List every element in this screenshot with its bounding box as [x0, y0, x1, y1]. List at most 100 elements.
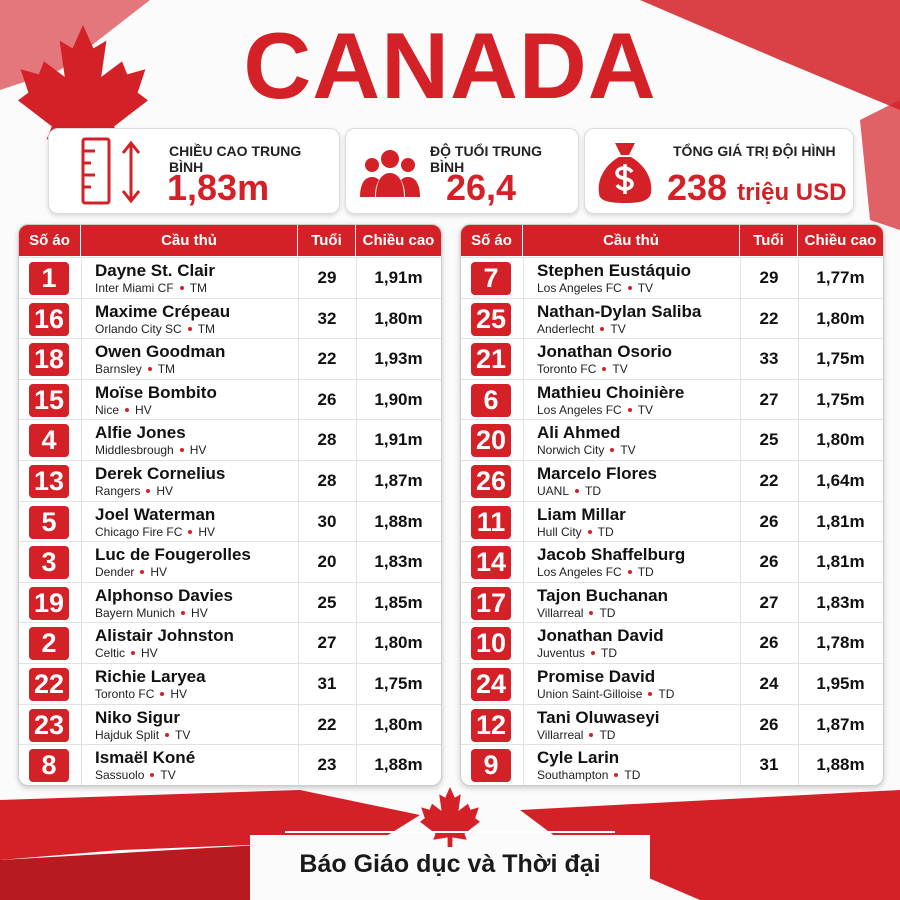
column-divider — [798, 379, 799, 420]
player-club-line: Bayern Munich HV — [95, 606, 208, 620]
jersey-number: 8 — [29, 749, 69, 783]
separator-dot — [160, 692, 165, 696]
jersey-number: 14 — [471, 546, 511, 580]
player-club: Sassuolo — [95, 768, 145, 783]
column-divider — [81, 461, 82, 501]
column-divider — [798, 542, 799, 583]
player-name: Liam Millar — [537, 504, 626, 524]
player-row: 21 Jonathan Osorio Toronto FC TV 33 1,75m — [461, 338, 883, 380]
player-name: Ismaël Koné — [95, 748, 196, 768]
player-name: Moïse Bombito — [95, 382, 217, 402]
column-divider — [81, 379, 82, 420]
player-club: Los Angeles FC — [537, 565, 622, 580]
stat-card: CHIỀU CAO TRUNG BÌNH 1,83m — [48, 128, 340, 214]
player-club: Celtic — [95, 646, 126, 661]
column-divider — [81, 501, 82, 542]
brush-stroke — [640, 0, 900, 110]
separator-dot — [150, 773, 155, 778]
column-divider — [81, 420, 82, 461]
player-age: 31 — [759, 755, 779, 775]
jersey-number: 12 — [471, 708, 511, 742]
player-position: TV — [610, 321, 626, 336]
column-divider — [81, 582, 82, 623]
separator-dot — [589, 610, 594, 615]
jersey-number: 13 — [29, 465, 69, 498]
stat-value: 238 triệu USD — [667, 167, 846, 209]
player-row: 14 Jacob Shaffelburg Los Angeles FC TD 26 1,8… — [461, 541, 883, 583]
player-age: 29 — [759, 268, 779, 287]
player-row: 16 Maxime Crépeau Orlando City SC TM 32 1,80m — [19, 297, 441, 339]
player-height: 1,95m — [816, 674, 865, 693]
player-height: 1,75m — [816, 349, 865, 369]
height-icon — [81, 137, 141, 205]
player-height: 1,88m — [816, 755, 865, 775]
player-row: 25 Nathan-Dylan Saliba Anderlecht TV 22 1,80m — [461, 297, 883, 339]
column-divider — [523, 582, 524, 623]
player-height: 1,78m — [816, 633, 865, 653]
separator-dot — [140, 570, 145, 575]
player-club: Anderlecht — [537, 321, 595, 336]
player-position: TD — [637, 565, 654, 580]
column-divider — [798, 704, 799, 745]
column-divider — [298, 745, 299, 785]
separator-dot — [648, 692, 653, 696]
player-name: Tani Oluwaseyi — [537, 707, 660, 727]
player-name: Alistair Johnston — [95, 626, 234, 646]
stat-label: CHIỀU CAO TRUNG BÌNH — [169, 143, 302, 175]
column-divider — [798, 420, 799, 461]
player-height: 1,83m — [816, 592, 865, 612]
player-club-line: Villarreal TD — [537, 606, 615, 620]
player-club: Chicago Fire FC — [95, 524, 183, 539]
player-club-line: Union Saint-Gilloise TD — [537, 687, 674, 701]
player-name: Jonathan Osorio — [537, 342, 673, 362]
column-header: Cầu thủ — [81, 225, 297, 256]
jersey-number: 25 — [471, 302, 511, 336]
player-age: 28 — [317, 471, 337, 490]
column-divider — [523, 501, 524, 542]
player-club: Southampton — [537, 768, 609, 783]
column-divider — [740, 664, 741, 704]
separator-dot — [589, 732, 594, 737]
player-position: TD — [597, 524, 614, 539]
player-height: 1,64m — [816, 471, 865, 490]
column-divider — [740, 542, 741, 583]
stat-value: 1,83m — [167, 167, 270, 208]
column-header: Số áo — [461, 225, 522, 256]
player-club-line: UANL TD — [537, 484, 601, 498]
player-height: 1,88m — [374, 755, 423, 775]
player-club-line: Orlando City SC TM — [95, 322, 215, 336]
separator-dot — [187, 326, 192, 331]
player-age: 30 — [317, 511, 337, 531]
player-club: Middlesbrough — [95, 443, 174, 458]
column-divider — [523, 379, 524, 420]
stat-card: ĐỘ TUỔI TRUNG BÌNH 26,4 — [345, 128, 579, 214]
separator-dot — [575, 489, 580, 493]
stat-label: TỔNG GIÁ TRỊ ĐỘI HÌNH — [673, 143, 836, 159]
player-position: TV — [637, 402, 654, 417]
player-age: 33 — [759, 349, 779, 369]
player-club-line: Hull City TD — [537, 525, 614, 539]
player-club-line: Toronto FC TV — [537, 362, 628, 376]
column-divider — [523, 420, 524, 461]
player-club-line: Nice HV — [95, 403, 152, 417]
player-height: 1,80m — [816, 430, 865, 450]
player-height: 1,75m — [816, 389, 865, 409]
player-name: Derek Cornelius — [95, 464, 226, 483]
player-position: TV — [620, 443, 636, 458]
player-name: Alfie Jones — [95, 423, 186, 443]
player-row: 7 Stephen Eustáquio Los Angeles FC TV 29 1,77… — [461, 257, 883, 298]
column-divider — [523, 664, 524, 704]
player-club: Los Angeles FC — [537, 281, 622, 295]
player-club: Nice — [95, 402, 120, 417]
player-height: 1,87m — [816, 714, 865, 734]
player-position: TV — [160, 768, 176, 783]
column-divider — [798, 258, 799, 298]
player-club-line: Toronto FC HV — [95, 687, 187, 701]
player-club: Orlando City SC — [95, 321, 182, 336]
stat-label: ĐỘ TUỔI TRUNG BÌNH — [430, 143, 542, 175]
column-divider — [523, 745, 524, 785]
player-height: 1,80m — [374, 308, 423, 328]
player-club-line: Southampton TD — [537, 768, 640, 782]
column-divider — [298, 664, 299, 704]
